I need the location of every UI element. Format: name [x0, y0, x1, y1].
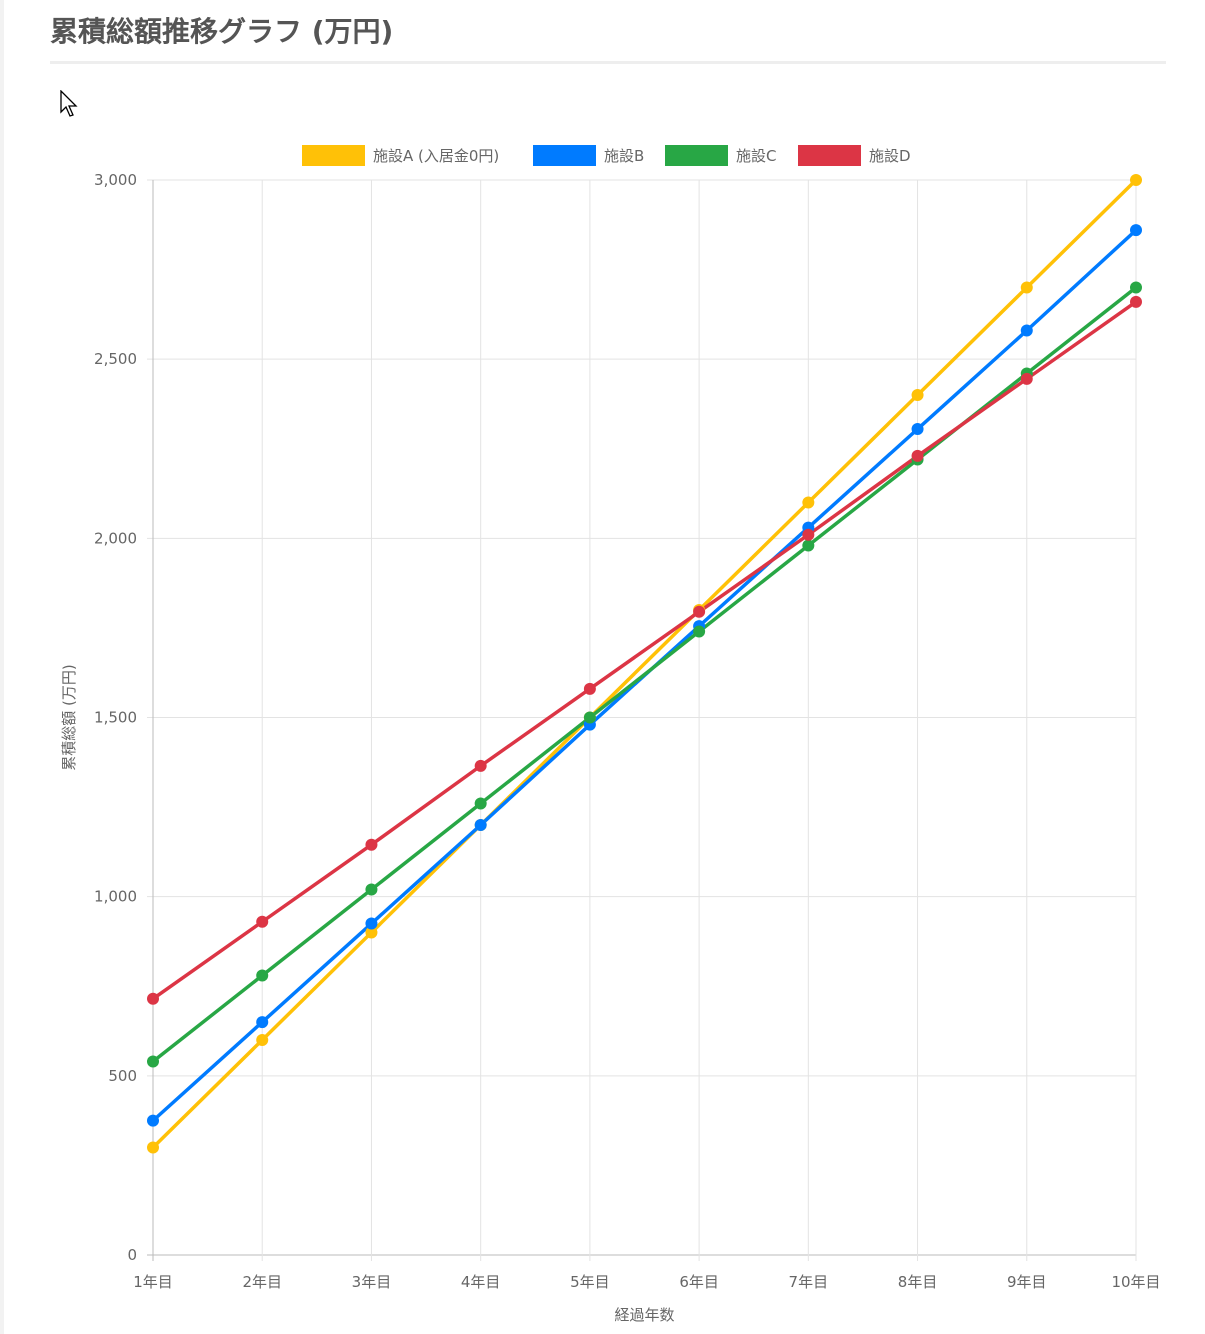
data-point: [1020, 324, 1033, 337]
line-chart: 0 500 1,000 1,500 2,000 2,500 3,000 1年目 2年目 3年目 4年…: [60, 145, 1161, 1324]
y-tick-label: 2,500: [94, 350, 137, 368]
data-point: [693, 625, 706, 638]
y-tick-label: 1,000: [94, 888, 137, 906]
data-point: [256, 969, 269, 982]
y-tick-label: 0: [127, 1246, 137, 1264]
title-divider: [50, 61, 1166, 64]
data-point: [1130, 295, 1142, 308]
series-line: [151, 178, 1138, 1149]
legend-swatch: [533, 145, 596, 166]
legend-label: 施設B: [604, 147, 644, 165]
y-tick-label: 2,000: [94, 529, 137, 547]
data-point: [1020, 281, 1033, 294]
mouse-cursor-icon: [60, 90, 78, 117]
series-line: [151, 300, 1138, 1001]
data-point: [365, 917, 378, 930]
data-point: [583, 711, 596, 724]
y-axis-title: 累積総額 (万円): [60, 664, 78, 770]
data-point: [147, 1114, 159, 1127]
y-tick-label: 3,000: [94, 171, 137, 189]
series-line: [151, 286, 1138, 1063]
data-point: [802, 496, 815, 509]
x-tick-label: 6年目: [679, 1273, 719, 1291]
x-tick-label: 1年目: [133, 1273, 173, 1291]
x-axis-title: 経過年数: [614, 1306, 674, 1324]
y-tick-label: 500: [108, 1067, 137, 1085]
data-point: [474, 759, 487, 772]
data-point: [1020, 372, 1033, 385]
legend-label: 施設A (入居金0円): [373, 147, 499, 165]
legend-swatch: [665, 145, 728, 166]
y-tick-label: 1,500: [94, 709, 137, 727]
data-point: [583, 682, 596, 695]
x-tick-label: 9年目: [1007, 1273, 1047, 1291]
data-point: [911, 423, 924, 436]
x-tick-label: 7年目: [789, 1273, 829, 1291]
data-point: [911, 449, 924, 462]
data-point: [147, 1141, 159, 1154]
data-point: [1130, 281, 1142, 294]
data-point: [256, 915, 269, 928]
data-point: [802, 528, 815, 541]
data-point: [365, 883, 378, 896]
x-tick-label: 8年目: [898, 1273, 938, 1291]
x-tick-label: 2年目: [242, 1273, 282, 1291]
data-point: [911, 389, 924, 401]
data-point: [365, 838, 378, 851]
data-point: [474, 797, 487, 810]
legend-swatch: [302, 145, 365, 166]
x-tick-label: 3年目: [352, 1273, 392, 1291]
data-point: [1130, 174, 1142, 186]
data-point: [474, 819, 487, 831]
x-tick-label: 4年目: [461, 1273, 501, 1291]
data-point: [147, 992, 159, 1005]
data-point: [693, 605, 706, 618]
page-title: 累積総額推移グラフ (万円): [50, 15, 394, 48]
x-tick-label: 5年目: [570, 1273, 610, 1291]
data-point: [256, 1034, 269, 1046]
legend-swatch: [798, 145, 861, 166]
data-point: [147, 1055, 159, 1068]
data-point: [1130, 224, 1142, 237]
data-point: [365, 926, 378, 939]
x-tick-label: 10年目: [1111, 1273, 1160, 1291]
legend-label: 施設D: [869, 147, 911, 165]
legend-label: 施設C: [736, 147, 776, 165]
data-point: [256, 1016, 269, 1029]
data-point: [802, 539, 815, 552]
